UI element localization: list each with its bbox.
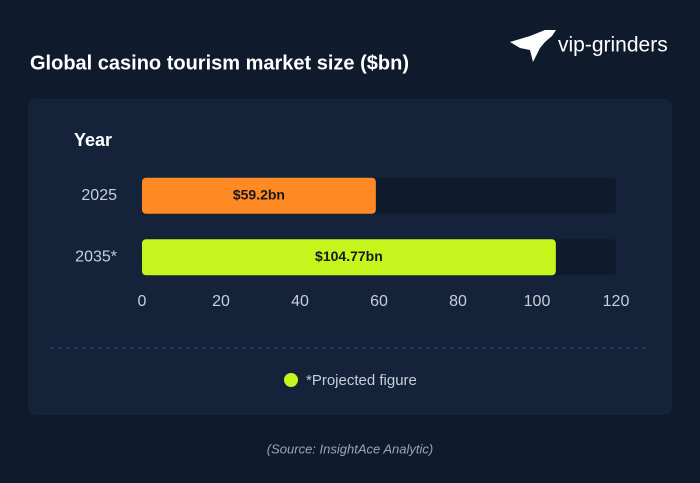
x-tick-label: 40 — [291, 293, 309, 310]
x-tick-label: 0 — [138, 293, 147, 310]
bar-value-label: $104.77bn — [315, 248, 383, 264]
logo: vip-grinders — [558, 34, 668, 57]
logo-icon — [510, 30, 556, 62]
x-tick-label: 60 — [370, 293, 388, 310]
y-tick-label: 2025 — [81, 187, 117, 204]
bar-value-label: $59.2bn — [233, 186, 285, 202]
x-tick-label: 120 — [603, 293, 630, 310]
note: *Projected figure — [306, 372, 417, 389]
x-tick-label: 100 — [524, 293, 551, 310]
y-tick-label: 2035* — [75, 248, 117, 265]
bar — [142, 177, 376, 214]
chart-title: Global casino tourism market size ($bn) — [30, 52, 409, 74]
bar — [142, 239, 556, 276]
source: (Source: InsightAce Analytic) — [267, 441, 433, 456]
y-axis-title: Year — [74, 130, 112, 150]
note-marker — [284, 373, 298, 387]
x-tick-label: 80 — [449, 293, 467, 310]
x-tick-label: 20 — [212, 293, 230, 310]
